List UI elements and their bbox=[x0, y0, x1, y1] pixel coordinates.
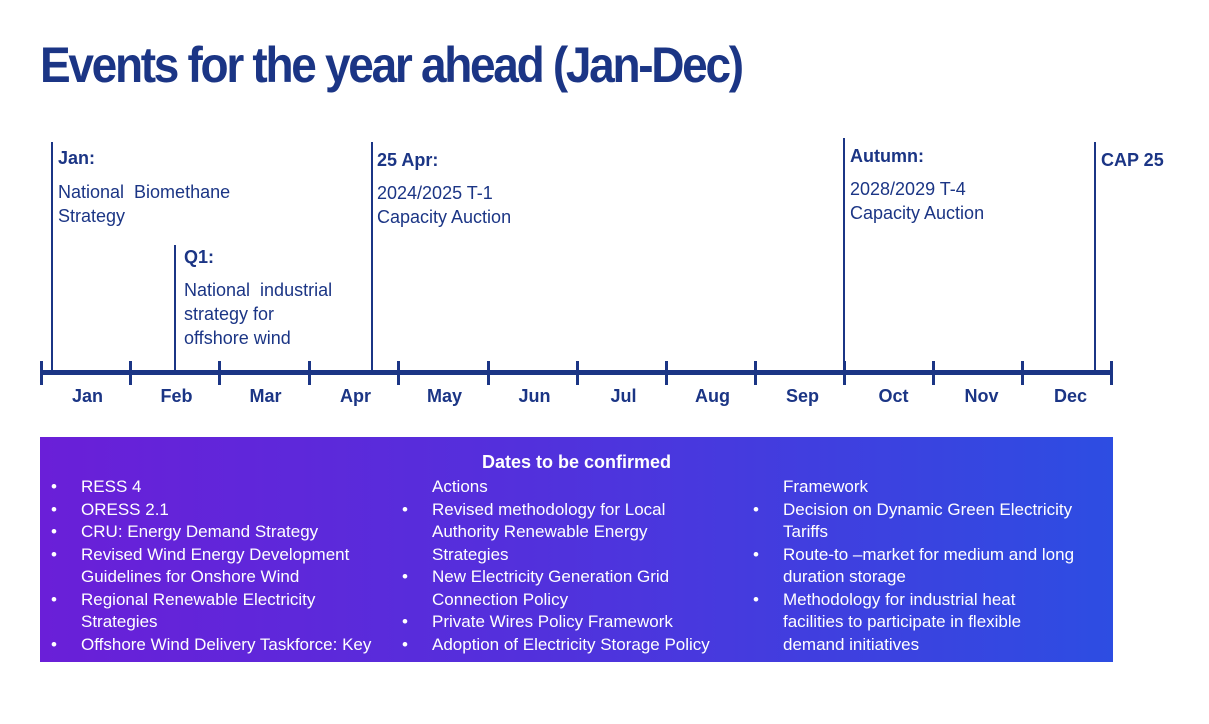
list-item: Regional Renewable Electricity bbox=[40, 589, 400, 612]
list-item: Private Wires Policy Framework bbox=[391, 611, 751, 634]
dates-tbc-title: Dates to be confirmed bbox=[481, 452, 672, 472]
list-item: Revised methodology for Local bbox=[391, 499, 751, 522]
event-jan-text: National Biomethane Strategy bbox=[58, 180, 230, 228]
list-item-continuation: demand initiatives bbox=[783, 634, 920, 654]
event-25-apr-heading: 25 Apr: bbox=[377, 150, 439, 170]
timeline-tick bbox=[308, 361, 311, 385]
timeline-tick bbox=[665, 361, 668, 385]
month-label-nov: Nov bbox=[964, 386, 999, 406]
month-label-mar: Mar bbox=[249, 386, 282, 406]
list-item-continuation: Strategies bbox=[432, 544, 509, 564]
month-label-dec: Dec bbox=[1053, 386, 1088, 406]
tbc-column-1: RESS 4 ORESS 2.1 CRU: Energy Demand Stra… bbox=[40, 476, 400, 656]
month-label-jun: Jun bbox=[518, 386, 551, 406]
list-item-continuation: Guidelines for Onshore Wind bbox=[81, 567, 300, 586]
event-autumn-line: 2028/2029 T-4 bbox=[850, 179, 966, 199]
event-cap-25-heading: CAP 25 bbox=[1101, 150, 1164, 170]
list-item-continuation: Tariffs bbox=[783, 522, 829, 541]
list-item-continuation: duration storage bbox=[783, 567, 906, 586]
month-label-apr: Apr bbox=[340, 386, 371, 406]
list-item: Methodology for industrial heat bbox=[742, 589, 1113, 612]
list-item: Adoption of Electricity Storage Policy bbox=[391, 634, 751, 657]
list-item: Offshore Wind Delivery Taskforce: Key bbox=[40, 634, 400, 657]
list-item: Revised Wind Energy Development bbox=[40, 544, 400, 567]
list-item-continuation: Strategies bbox=[81, 612, 158, 631]
list-item: New Electricity Generation Grid bbox=[391, 566, 751, 589]
list-item: RESS 4 bbox=[40, 476, 400, 499]
month-label-feb: Feb bbox=[160, 386, 193, 406]
tbc-column-3: Framework Decision on Dynamic Green Elec… bbox=[742, 476, 1113, 656]
event-marker-25-apr bbox=[371, 142, 373, 372]
month-label-jul: Jul bbox=[610, 386, 637, 406]
event-q1-line: strategy for bbox=[184, 304, 275, 324]
event-25-apr-line: 2024/2025 T-1 bbox=[377, 183, 493, 203]
timeline-tick bbox=[843, 361, 846, 385]
timeline-tick bbox=[397, 361, 400, 385]
timeline-tick bbox=[218, 361, 221, 385]
event-marker-autumn bbox=[843, 138, 845, 372]
event-marker-jan bbox=[51, 142, 53, 372]
list-item: CRU: Energy Demand Strategy bbox=[40, 521, 400, 544]
list-item-continuation: Authority Renewable Energy bbox=[432, 522, 648, 541]
event-jan-line: Strategy bbox=[58, 206, 126, 226]
event-autumn-heading: Autumn: bbox=[850, 146, 924, 166]
event-jan-line: National Biomethane bbox=[58, 182, 231, 202]
month-label-jan: Jan bbox=[71, 386, 104, 406]
timeline-tick bbox=[129, 361, 132, 385]
timeline-tick bbox=[754, 361, 757, 385]
list-item-continuation: Actions bbox=[432, 477, 488, 496]
event-marker-q1 bbox=[174, 245, 176, 372]
month-label-oct: Oct bbox=[878, 386, 909, 406]
event-q1-line: offshore wind bbox=[184, 328, 291, 348]
event-25-apr-text: 2024/2025 T-1 Capacity Auction bbox=[377, 181, 511, 229]
event-q1-text: National industrial strategy for offshor… bbox=[184, 278, 332, 350]
event-25-apr-line: Capacity Auction bbox=[377, 207, 512, 227]
list-item-continuation: facilities to participate in flexible bbox=[783, 612, 1022, 631]
dates-tbc-panel: Dates to be confirmed RESS 4 ORESS 2.1 C… bbox=[40, 437, 1113, 662]
page-title: Events for the year ahead (Jan-Dec) bbox=[40, 37, 744, 93]
month-label-may: May bbox=[426, 386, 462, 406]
timeline-tick bbox=[576, 361, 579, 385]
month-label-aug: Aug bbox=[695, 386, 730, 406]
timeline-tick bbox=[1110, 361, 1113, 385]
event-marker-cap-25 bbox=[1094, 142, 1096, 372]
event-autumn-line: Capacity Auction bbox=[850, 203, 985, 223]
event-q1-line: National industrial bbox=[184, 280, 333, 300]
timeline-tick bbox=[40, 361, 43, 385]
event-q1-heading: Q1: bbox=[184, 247, 215, 267]
tbc-column-2: Actions Revised methodology for Local Au… bbox=[391, 476, 751, 656]
timeline-tick bbox=[932, 361, 935, 385]
list-item-continuation: Connection Policy bbox=[432, 589, 569, 609]
event-autumn-text: 2028/2029 T-4 Capacity Auction bbox=[850, 177, 984, 225]
list-item: ORESS 2.1 bbox=[40, 499, 400, 522]
event-jan-heading: Jan: bbox=[58, 148, 96, 168]
timeline-tick bbox=[1021, 361, 1024, 385]
list-item: Decision on Dynamic Green Electricity bbox=[742, 499, 1113, 522]
list-item: Route-to –market for medium and long bbox=[742, 544, 1113, 567]
month-label-sep: Sep bbox=[785, 386, 819, 406]
timeline-tick bbox=[487, 361, 490, 385]
list-item-continuation: Framework bbox=[783, 477, 869, 496]
